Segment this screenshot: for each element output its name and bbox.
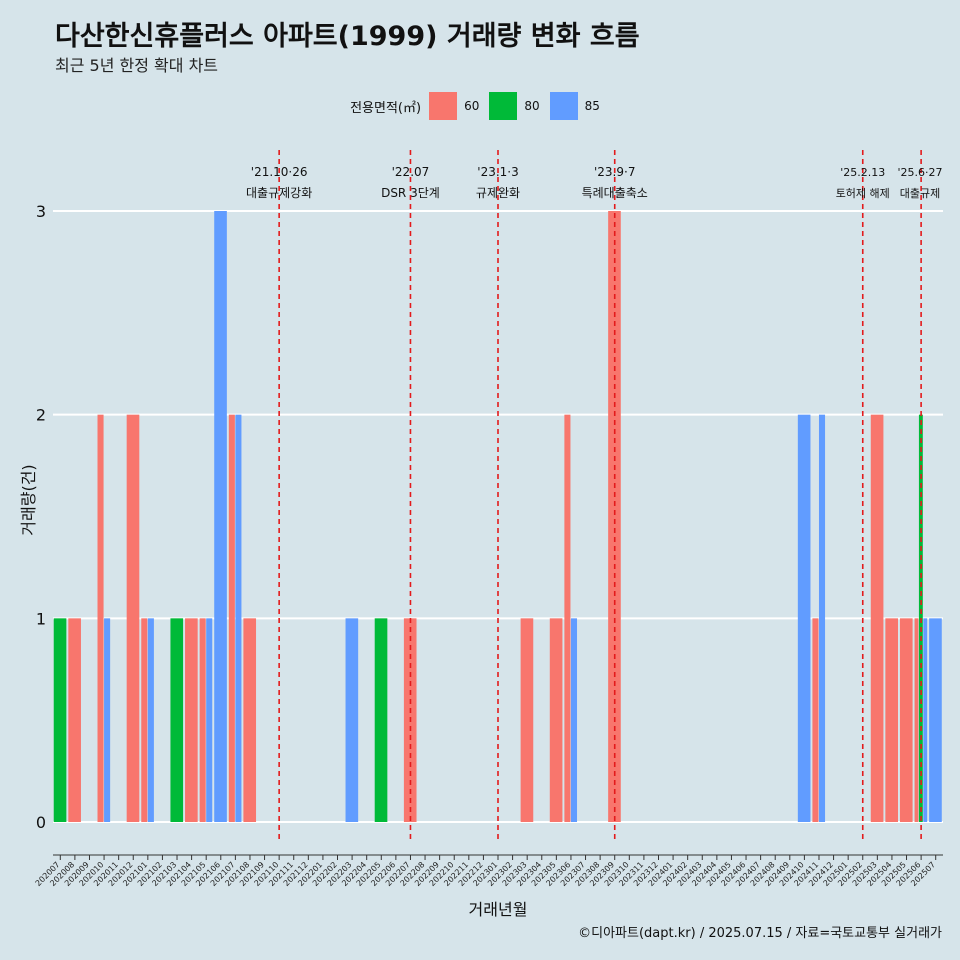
event-label-4: 토허제 해제	[836, 186, 890, 200]
event-label-1: DSR 3단계	[381, 186, 440, 200]
y-axis-title: 거래량(건)	[19, 464, 38, 535]
event-date-5: '25.6·27	[897, 166, 942, 179]
y-tick-label-1: 1	[36, 609, 46, 628]
bar-202303-60	[520, 618, 534, 822]
bar-202105-60	[199, 618, 206, 822]
event-label-0: 대출규제강화	[246, 186, 312, 200]
bar-202506-85	[923, 618, 928, 822]
bar-202505-60	[899, 618, 913, 822]
legend-swatch-85	[549, 92, 578, 120]
source-caption: ©디아파트(dapt.kr) / 2025.07.15 / 자료=국토교통부 실…	[578, 926, 942, 941]
y-tick-label-2: 2	[36, 406, 46, 425]
event-date-2: '23.1·3	[477, 165, 518, 179]
bar-202205-80	[374, 618, 388, 822]
bar-202103-80	[170, 618, 184, 822]
bar-202107-85	[235, 414, 242, 822]
bar-202309-60	[608, 211, 621, 822]
bar-202306-85	[570, 618, 578, 822]
event-date-0: '21.10·26	[251, 165, 308, 179]
x-axis-title: 거래년월	[469, 900, 528, 919]
legend-label-60: 60	[464, 99, 480, 113]
bar-202203-85	[345, 618, 359, 822]
bar-202010-85	[104, 618, 111, 822]
bar-202108-60	[243, 618, 257, 822]
event-label-5: 대출규제	[900, 187, 940, 200]
bar-202105-85	[206, 618, 213, 822]
legend: 전용면적(㎡) 60 80 85	[0, 92, 960, 120]
bar-202106-85	[214, 211, 227, 822]
bar-202305-60	[549, 618, 563, 822]
bar-202411-85	[818, 414, 826, 822]
event-label-3: 특례대출축소	[582, 186, 648, 200]
chart-title: 다산한신휴플러스 아파트(1999) 거래량 변화 흐름	[55, 21, 640, 52]
bar-202503-60	[870, 414, 884, 822]
event-label-2: 규제완화	[476, 186, 520, 200]
bar-202506-60	[914, 618, 919, 822]
event-date-4: '25.2.13	[840, 166, 885, 179]
bar-202012-60	[126, 414, 140, 822]
event-date-3: '23.9·7	[594, 165, 635, 179]
bar-202104-60	[185, 618, 198, 822]
legend-item-85: 85	[549, 92, 604, 120]
legend-swatch-60	[429, 92, 458, 120]
bar-202411-60	[812, 618, 819, 822]
legend-swatch-80	[489, 92, 518, 120]
legend-item-60: 60	[429, 92, 483, 120]
bar-202410-85	[797, 414, 811, 822]
chart-subtitle: 최근 5년 한정 확대 차트	[55, 56, 219, 75]
legend-label-80: 80	[524, 99, 540, 113]
bar-202504-60	[885, 618, 898, 822]
legend-item-80: 80	[489, 92, 543, 120]
bar-202306-60	[564, 414, 571, 822]
bar-202101-60	[141, 618, 148, 822]
bar-202007-80	[53, 618, 67, 822]
event-date-1: '22.07	[392, 165, 430, 179]
y-tick-label-0: 0	[36, 813, 46, 832]
bar-202107-60	[228, 414, 235, 822]
legend-label-85: 85	[584, 99, 600, 113]
bar-202008-60	[68, 618, 81, 822]
legend-title: 전용면적(㎡)	[350, 100, 422, 116]
bar-202101-85	[147, 618, 154, 822]
bar-202010-60	[97, 414, 104, 822]
bar-202507-85	[929, 618, 942, 822]
y-tick-label-3: 3	[36, 202, 46, 221]
